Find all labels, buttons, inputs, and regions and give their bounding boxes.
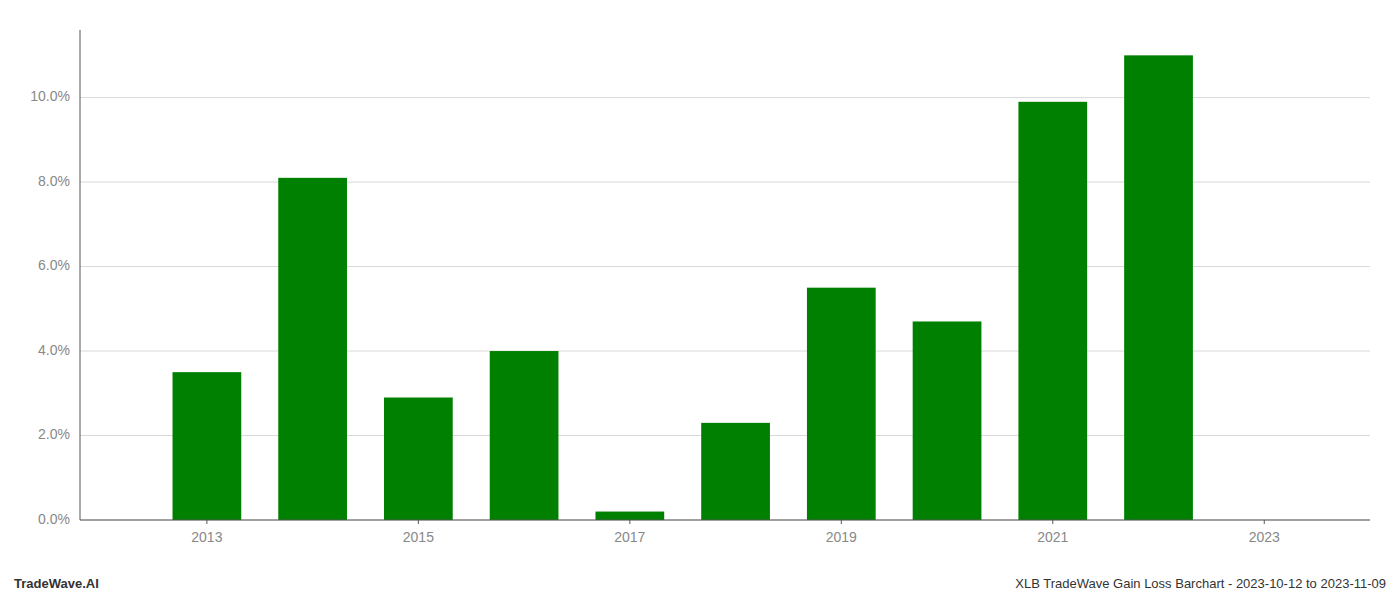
y-tick-label: 4.0% xyxy=(38,342,70,358)
y-tick-label: 6.0% xyxy=(38,257,70,273)
x-tick-label: 2013 xyxy=(191,529,222,545)
chart-svg: 0.0%2.0%4.0%6.0%8.0%10.0%201320152017201… xyxy=(0,0,1400,600)
x-tick xyxy=(206,520,207,524)
grid-line xyxy=(80,520,1370,521)
bar xyxy=(278,178,347,520)
bar xyxy=(1018,102,1087,520)
chart-container: 0.0%2.0%4.0%6.0%8.0%10.0%201320152017201… xyxy=(0,0,1400,600)
bar xyxy=(490,351,559,520)
y-tick-label: 10.0% xyxy=(30,88,70,104)
x-tick xyxy=(841,520,842,524)
bars xyxy=(173,55,1193,520)
bar xyxy=(807,288,876,520)
x-tick xyxy=(629,520,630,524)
x-tick-label: 2015 xyxy=(403,529,434,545)
axes xyxy=(80,30,1370,520)
bar xyxy=(913,321,982,520)
footer-left: TradeWave.AI xyxy=(14,576,99,591)
bar xyxy=(701,423,770,520)
footer-right: XLB TradeWave Gain Loss Barchart - 2023-… xyxy=(1015,576,1386,591)
x-axis-line xyxy=(80,520,1370,521)
x-tick-label: 2019 xyxy=(826,529,857,545)
x-axis: 2013 2015 2017 2019 2021 2023 xyxy=(191,520,1280,545)
x-tick-label: 2021 xyxy=(1037,529,1068,545)
x-tick-label: 2023 xyxy=(1249,529,1280,545)
x-tick xyxy=(418,520,419,524)
y-axis: 0.0% 2.0% 4.0% 6.0% 8.0% 10.0% xyxy=(30,88,70,526)
bar xyxy=(1124,55,1193,520)
x-tick xyxy=(1052,520,1053,524)
bar xyxy=(173,372,242,520)
y-tick-label: 2.0% xyxy=(38,426,70,442)
x-tick xyxy=(1264,520,1265,524)
bar xyxy=(384,398,453,521)
y-tick-label: 8.0% xyxy=(38,173,70,189)
x-tick-label: 2017 xyxy=(614,529,645,545)
bar xyxy=(595,512,664,520)
y-axis-line xyxy=(80,30,81,520)
y-tick-label: 0.0% xyxy=(38,511,70,527)
